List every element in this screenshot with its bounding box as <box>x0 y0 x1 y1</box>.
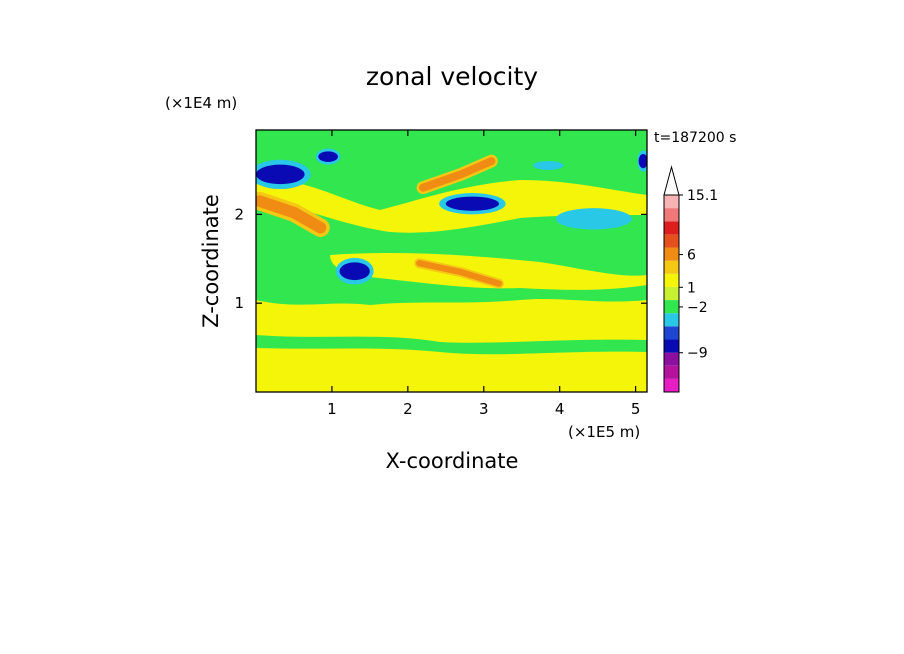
y-unit-label: (×1E4 m) <box>165 94 237 112</box>
colorbar-swatch <box>664 326 679 340</box>
x-axis-label: X-coordinate <box>386 449 519 473</box>
time-label: t=187200 s <box>654 130 736 146</box>
colorbar-extend-arrow <box>663 165 680 196</box>
y-tick-label-1: 1 <box>234 294 244 312</box>
x-tick-label-5: 5 <box>631 400 641 418</box>
colorbar-frame <box>663 194 680 393</box>
contour-blob-8 <box>533 161 564 170</box>
field-yellow-mid <box>330 252 647 290</box>
x-tick-label-2: 2 <box>403 400 413 418</box>
colorbar-swatch <box>664 208 679 222</box>
contour-band-5 <box>419 157 496 192</box>
colorbar-label: 1 <box>687 280 696 296</box>
y-tick-label-2: 2 <box>234 205 244 223</box>
x-unit-label: (×1E5 m) <box>568 423 640 441</box>
x-tick-label-4: 4 <box>555 400 565 418</box>
colorbar-swatch <box>664 234 679 248</box>
contour-blob-3 <box>445 196 499 211</box>
feature-layer <box>256 148 647 289</box>
colorbar: 15.1 6 1 −2 −9 <box>663 165 718 393</box>
colorbar-swatch <box>664 365 679 379</box>
colorbar-label: 15.1 <box>687 188 718 204</box>
colorbar-swatch <box>664 195 679 209</box>
colorbar-swatch <box>664 352 679 366</box>
colorbar-swatch <box>664 273 679 287</box>
x-tick-label-1: 1 <box>327 400 337 418</box>
plot-area <box>256 130 647 392</box>
y-axis: 12 <box>234 205 647 312</box>
colorbar-swatch <box>664 260 679 274</box>
y-axis-label: Z-coordinate <box>199 194 223 328</box>
contour-blob-2 <box>339 262 370 281</box>
colorbar-swatch <box>664 221 679 235</box>
contour-blob-1 <box>256 164 305 185</box>
contour-blob-7 <box>555 208 632 230</box>
contour-blob-4 <box>318 151 338 162</box>
chart-title: zonal velocity <box>366 62 538 91</box>
x-tick-label-3: 3 <box>479 400 489 418</box>
colorbar-label: −9 <box>687 346 708 362</box>
colorbar-label: 6 <box>687 248 696 264</box>
colorbar-swatch <box>664 313 679 327</box>
contour-blob-9 <box>638 153 647 169</box>
contour-band-0 <box>256 195 327 234</box>
colorbar-swatch <box>664 247 679 261</box>
field-green-band <box>256 335 647 355</box>
colorbar-swatch <box>664 286 679 301</box>
x-axis: 1 2 3 4 5 <box>327 130 640 418</box>
colorbar-swatch <box>664 378 679 392</box>
colorbar-swatch <box>664 339 679 353</box>
colorbar-swatch <box>664 300 679 314</box>
colorbar-label: −2 <box>687 300 708 316</box>
contour-band-6 <box>416 260 503 287</box>
plot-frame <box>255 129 648 393</box>
